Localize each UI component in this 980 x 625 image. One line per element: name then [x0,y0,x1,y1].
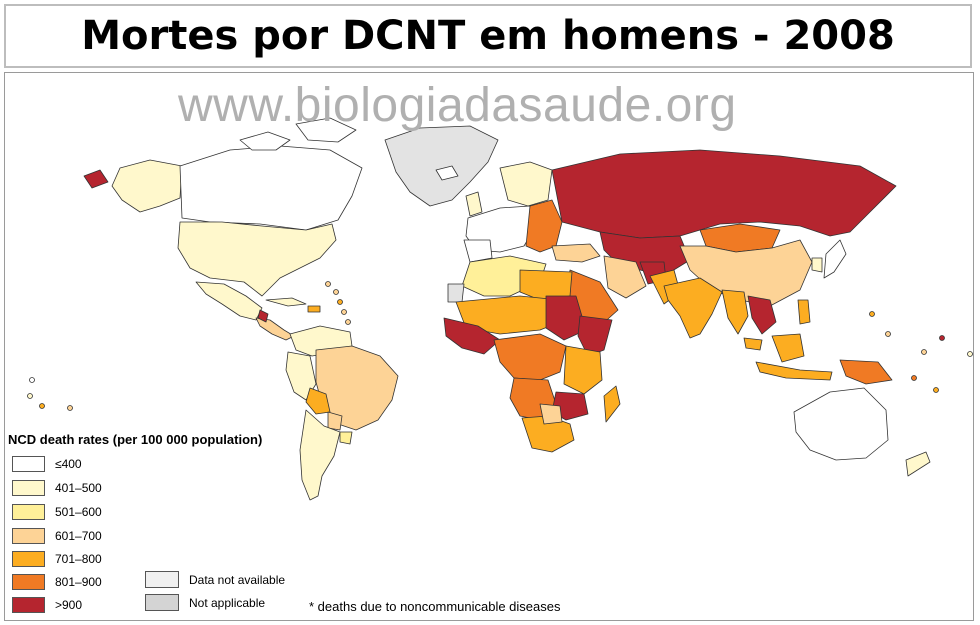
region-usa [177,221,337,297]
legend-swatch [145,571,179,588]
region-turkey-caucasus [551,243,601,263]
region-png [839,359,893,385]
region-madagascar [603,385,621,423]
region-malaysia [743,337,763,351]
map-frame [4,72,974,621]
legend-swatch [12,551,45,567]
legend-label: Not applicable [189,595,266,610]
region-sudan [545,295,587,341]
region-iceland [435,165,459,181]
region-cuba [265,297,307,307]
legend-item-801-900: 801–900 [12,573,102,591]
legend-item-401-500: 401–500 [12,479,102,497]
region-iberia [463,239,493,263]
region-alaska [111,159,183,213]
region-new-zealand [905,451,931,477]
legend-swatch [12,480,45,496]
watermark-text: www.biologiadasaude.org [178,79,737,132]
region-philippines [797,299,811,325]
legend-swatch [12,528,45,544]
legend-item-not-applicable: Not applicable [145,594,265,611]
legend-item-601-700: 601–700 [12,527,102,545]
legend-label: 401–500 [55,481,102,495]
region-australia [793,387,889,461]
region-greenland [384,125,499,207]
region-central-africa [493,333,567,381]
legend-label: 801–900 [55,575,102,589]
footnote: * deaths due to noncommunicable diseases [309,599,561,614]
legend-item-701-800: 701–800 [12,550,102,568]
region-uruguay [339,431,353,445]
region-arctic-islands [239,131,291,151]
region-bolivia [305,387,331,415]
legend-label: 601–700 [55,529,102,543]
legend-swatch [145,594,179,611]
legend-swatch [12,456,45,472]
legend-label: ≤400 [55,457,82,471]
legend-label: 501–600 [55,505,102,519]
legend-swatch [12,504,45,520]
region-mexico [195,281,263,321]
region-west-africa [443,317,501,355]
region-indonesia [755,361,833,381]
legend-item-le400: ≤400 [12,455,82,473]
map-title: Mortes por DCNT em homens - 2008 [81,13,895,59]
region-indochina [747,295,777,335]
region-paraguay [327,411,343,431]
region-chukotka [83,169,109,189]
region-india [663,277,723,339]
region-western-sahara [447,283,465,303]
legend-label: Data not available [189,572,286,587]
region-borneo [771,333,805,363]
legend-label: 701–800 [55,552,102,566]
region-myanmar-thailand [721,289,749,335]
region-argentina-chile [299,409,341,501]
title-box: Mortes por DCNT em homens - 2008 [4,4,972,68]
legend-item-501-600: 501–600 [12,503,102,521]
legend-swatch [12,597,45,613]
region-canada [179,145,363,231]
region-russia [551,149,897,239]
region-central-america [255,317,295,341]
region-iran [603,255,647,299]
region-uk [465,191,483,217]
legend-label: >900 [55,598,83,612]
region-eastern-europe [525,199,563,253]
legend-swatch [12,574,45,590]
legend-title: NCD death rates (per 100 000 population) [8,432,263,447]
region-japan [823,239,847,279]
region-korea [811,257,823,273]
region-egypt-libya [519,269,573,301]
region-scandinavia [499,161,553,207]
region-east-africa [563,345,603,395]
region-botswana [539,403,563,425]
legend-item-data-not-available: Data not available [145,571,285,588]
legend-item-gt900: >900 [12,596,82,614]
region-peru-ecuador [285,351,317,401]
